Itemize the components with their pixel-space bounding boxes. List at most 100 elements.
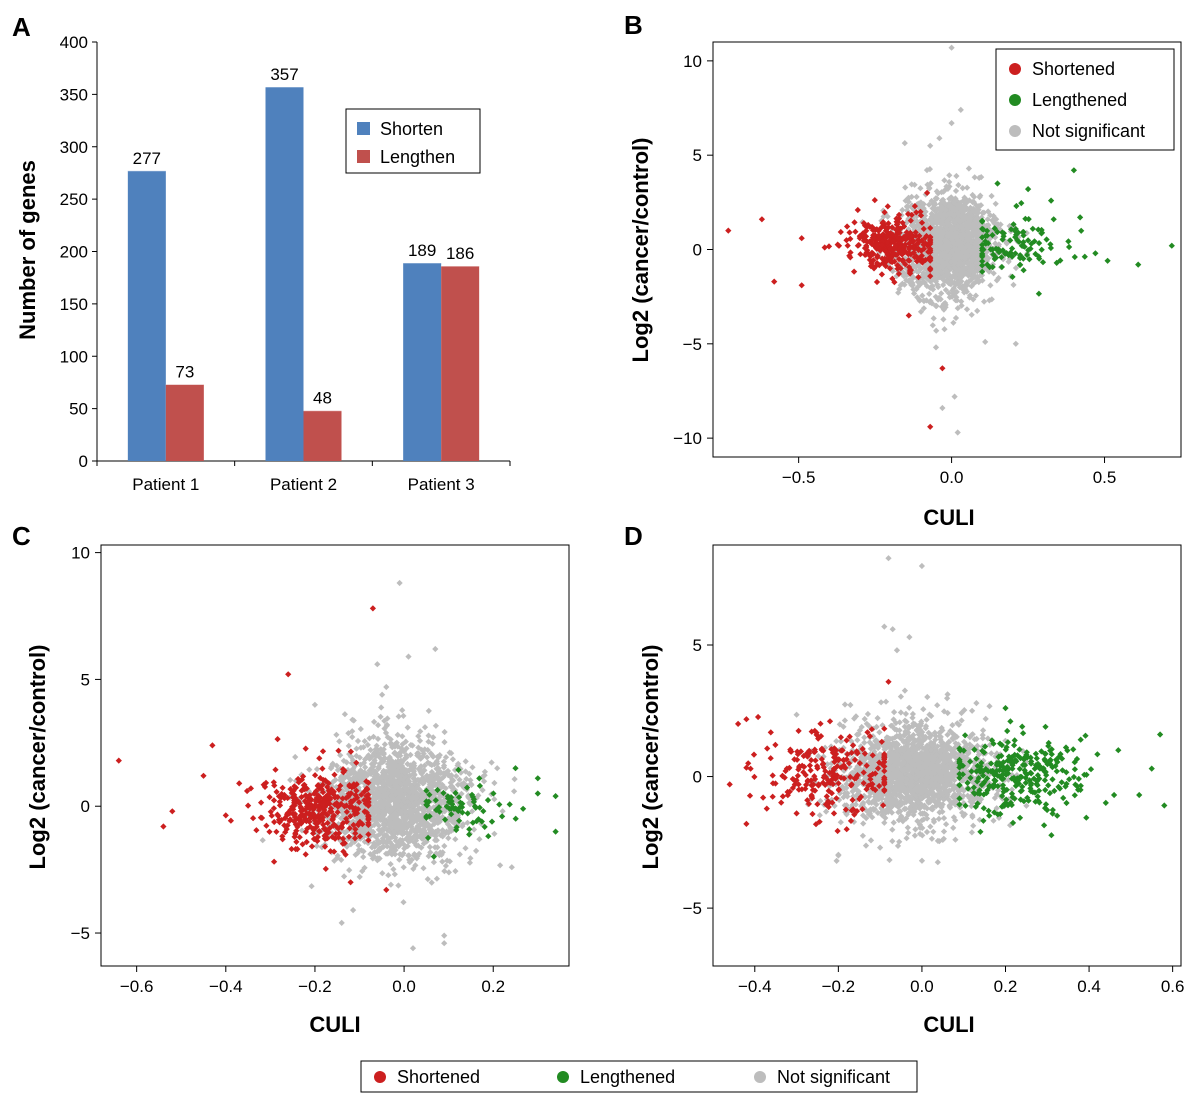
panel-c-point-not-significant xyxy=(445,834,452,842)
panel-c-point-not-significant xyxy=(421,724,429,731)
panel-a-y-axis-label: Number of genes xyxy=(15,160,40,340)
panel-c-point-shortened xyxy=(383,886,390,894)
panel-b-point-not-significant xyxy=(952,187,960,195)
panel-c-point-not-significant xyxy=(345,742,352,750)
panel-c-point-not-significant xyxy=(395,713,402,720)
panel-b-x-axis-label: CULI xyxy=(923,505,974,530)
panel-c-x-tick-label-0: −0.6 xyxy=(120,977,154,996)
panel-b-point-lengthened xyxy=(994,180,1001,187)
panel-c-point-not-significant xyxy=(287,776,294,784)
panel-c-point-not-significant xyxy=(452,836,459,843)
panel-c-point-shortened xyxy=(227,817,235,824)
panel-b-point-not-significant xyxy=(971,174,978,181)
panel-c-point-not-significant xyxy=(396,579,403,587)
panel-b-point-shortened xyxy=(851,219,858,226)
panel-c-point-shortened xyxy=(369,605,377,612)
panel-b-point-not-significant xyxy=(901,139,908,147)
panel-c-point-not-significant xyxy=(379,870,386,877)
panel-b-point-not-significant xyxy=(932,344,940,351)
panel-b-point-shortened xyxy=(873,278,881,286)
panel-c-x-tick-label-3: 0.0 xyxy=(392,977,416,996)
panel-b-point-not-significant xyxy=(936,135,943,142)
panel-c-point-not-significant xyxy=(395,882,402,889)
panel-c-point-shortened xyxy=(302,851,309,858)
panel-b-point-shortened xyxy=(725,227,732,234)
panel-d-point-not-significant xyxy=(897,709,905,716)
panel-a-y-tick-label-8: 400 xyxy=(60,33,88,52)
panel-a-data-label-shorten-2: 189 xyxy=(408,241,436,260)
panel-b-point-shortened xyxy=(854,206,861,214)
panel-c-point-shortened xyxy=(273,828,280,835)
panel-label-a: A xyxy=(12,12,31,42)
panel-c-point-not-significant xyxy=(494,765,501,772)
panel-c-point-shortened xyxy=(319,748,327,755)
panel-c-point-not-significant xyxy=(385,872,392,879)
panel-label-b: B xyxy=(624,10,643,40)
panel-c-point-not-significant xyxy=(441,738,448,746)
panel-b-y-tick-label-1: −5 xyxy=(683,335,702,354)
legend-b-marker-lengthened xyxy=(1009,94,1021,106)
panel-b-x-tick-label-1: 0.0 xyxy=(940,468,964,487)
panel-b-point-not-significant xyxy=(987,282,994,289)
panel-c-point-not-significant xyxy=(491,796,498,803)
panel-c-point-not-significant xyxy=(383,683,390,691)
panel-c-point-not-significant xyxy=(426,843,434,851)
panel-b-points xyxy=(725,44,1175,436)
panel-d-point-not-significant xyxy=(841,701,849,708)
panel-c-point-lengthened xyxy=(534,790,541,797)
panel-c-point-shortened xyxy=(249,815,257,822)
panel-a-bar-shorten-0 xyxy=(127,170,166,461)
panel-c-point-shortened xyxy=(263,822,270,829)
panel-c-point-not-significant xyxy=(456,851,463,858)
panel-b-point-not-significant xyxy=(980,298,988,305)
panel-b-point-lengthened xyxy=(1038,246,1045,253)
panel-c-point-not-significant xyxy=(472,847,480,855)
panel-c-point-not-significant xyxy=(374,661,381,668)
panel-b-point-lengthened xyxy=(1168,242,1175,249)
panel-c-point-not-significant xyxy=(409,945,417,952)
panel-a-data-label-lengthen-2: 186 xyxy=(446,244,474,263)
panel-c-point-not-significant xyxy=(399,733,406,740)
panel-c-point-shortened xyxy=(160,823,167,830)
panel-b-point-not-significant xyxy=(917,185,924,192)
panel-d-point-not-significant xyxy=(847,701,854,709)
legend-b-label-shortened: Shortened xyxy=(1032,59,1115,79)
panel-c-point-not-significant xyxy=(441,940,448,947)
panel-b-point-not-significant xyxy=(988,192,995,200)
panel-c-point-not-significant xyxy=(360,853,367,861)
panel-c-point-not-significant xyxy=(496,862,504,869)
panel-c-point-not-significant xyxy=(387,881,395,888)
panel-a-bars xyxy=(127,86,480,461)
panel-b-point-lengthened xyxy=(1024,185,1032,193)
panel-c-point-shortened xyxy=(319,765,326,772)
panel-c-point-not-significant xyxy=(336,738,343,745)
panel-c-point-shortened xyxy=(311,772,319,779)
panel-a-category-label-2: Patient 3 xyxy=(408,475,475,494)
panel-c-point-shortened xyxy=(222,812,229,819)
panel-c-point-not-significant xyxy=(430,859,438,866)
panel-c-point-shortened xyxy=(209,742,216,749)
panel-c-point-shortened xyxy=(270,797,278,804)
panel-a-bar-lengthen-1 xyxy=(303,410,342,461)
panel-b-point-shortened xyxy=(821,244,828,251)
panel-b-point-not-significant xyxy=(946,172,953,179)
panel-c-point-not-significant xyxy=(387,860,394,868)
panel-b-point-lengthened xyxy=(1047,197,1055,204)
panel-c-point-not-significant xyxy=(449,756,457,763)
panel-d-point-not-significant xyxy=(889,837,896,845)
panel-a-data-label-lengthen-0: 73 xyxy=(175,363,194,382)
panel-d-point-not-significant xyxy=(886,856,893,864)
panel-c-point-lengthened xyxy=(485,833,492,840)
panel-label-c: C xyxy=(12,521,31,551)
panel-c-point-not-significant xyxy=(357,725,364,733)
panel-a-bar-shorten-1 xyxy=(265,87,304,461)
panel-c-point-not-significant xyxy=(508,864,515,871)
panel-b-point-shortened xyxy=(846,229,853,236)
panel-b-point-shortened xyxy=(905,312,912,319)
legend-swatch-shorten xyxy=(357,122,370,135)
panel-c-point-not-significant xyxy=(445,869,453,876)
panel-b-legend: Shortened Lengthened Not significant xyxy=(995,48,1175,151)
panel-b-point-shortened xyxy=(884,203,891,210)
panel-c-point-shortened xyxy=(115,757,122,764)
panel-c-point-lengthened xyxy=(484,796,492,804)
